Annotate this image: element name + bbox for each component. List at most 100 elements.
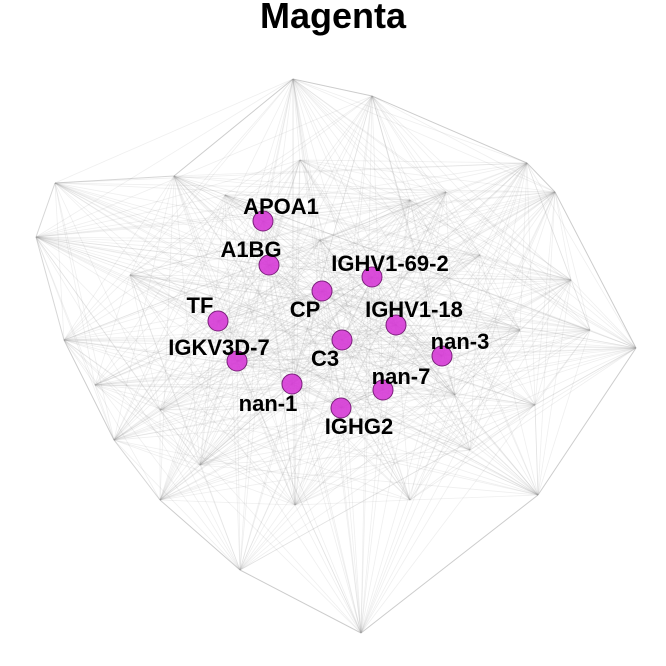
network-edge	[340, 162, 528, 409]
network-edge	[340, 191, 556, 409]
network-edge	[479, 254, 637, 349]
network-edge	[360, 162, 528, 634]
network-edge	[371, 276, 521, 331]
network-edge	[321, 199, 411, 292]
network-edge	[239, 329, 521, 571]
network-edge	[54, 182, 115, 441]
network-edge	[35, 182, 56, 238]
network-edge	[292, 78, 296, 506]
network-edge	[94, 320, 219, 386]
network-edge	[321, 290, 411, 501]
network-edge	[199, 254, 481, 466]
network-edge	[94, 191, 447, 386]
network-edge	[199, 464, 539, 496]
network-edge	[217, 264, 270, 322]
network-edge	[341, 339, 384, 391]
network-edge	[299, 159, 528, 164]
network-edge	[360, 329, 521, 634]
network-edge	[299, 159, 481, 256]
network-edge	[159, 264, 270, 501]
network-edge	[63, 339, 296, 506]
node-nan-7	[372, 379, 394, 401]
network-edge	[113, 78, 294, 441]
network-edge	[94, 347, 637, 386]
network-edge	[236, 239, 321, 362]
network-edge	[159, 329, 521, 411]
network-edge	[294, 162, 528, 506]
network-edge	[340, 199, 411, 409]
network-edge	[236, 360, 471, 451]
network-edge	[519, 162, 528, 331]
network-edge	[292, 78, 471, 451]
network-edge	[409, 329, 521, 501]
network-edge	[340, 394, 456, 409]
network-edge	[63, 324, 397, 341]
network-edge	[371, 95, 456, 396]
network-edge	[340, 191, 447, 409]
network-edge	[268, 191, 447, 266]
network-edge	[371, 276, 443, 357]
network-edge	[526, 162, 539, 496]
network-edge	[291, 78, 294, 385]
network-edge	[129, 274, 443, 357]
network-edge	[113, 162, 528, 441]
network-edge	[63, 339, 471, 451]
network-edge	[291, 347, 637, 385]
network-edge	[63, 78, 294, 341]
network-edge	[63, 264, 270, 341]
network-edge	[321, 290, 456, 396]
network-edge	[217, 320, 362, 634]
network-edge	[299, 159, 556, 193]
network-edge	[199, 347, 637, 466]
network-edge	[113, 264, 270, 441]
node-label-nan-7: nan-7	[372, 364, 431, 389]
network-edge	[224, 194, 591, 331]
network-edge	[199, 199, 411, 466]
network-edge	[319, 239, 397, 326]
network-edge	[54, 175, 175, 184]
network-edge	[409, 404, 536, 501]
network-edge	[224, 194, 572, 281]
network-edge	[224, 194, 536, 406]
network-edge	[341, 162, 528, 341]
network-edge	[54, 182, 456, 396]
network-edge	[534, 191, 556, 406]
network-edge	[294, 159, 301, 506]
network-edge	[292, 78, 411, 201]
network-edge	[217, 78, 294, 322]
network-edge	[129, 274, 342, 409]
node-label-tf: TF	[187, 293, 214, 318]
network-edge	[35, 236, 321, 241]
network-edge	[294, 347, 637, 506]
network-edge	[319, 199, 411, 241]
network-edge	[173, 175, 471, 451]
network-edge	[382, 324, 397, 391]
network-edge	[129, 274, 343, 341]
network-edge	[129, 175, 175, 276]
network-edge	[570, 279, 637, 349]
node-ighg2	[330, 397, 352, 419]
network-edge	[341, 339, 536, 406]
network-edge	[382, 191, 447, 391]
network-edge	[291, 159, 301, 385]
network-edge	[54, 182, 293, 385]
network-edge	[371, 276, 591, 331]
network-edge	[173, 175, 521, 331]
network-edge	[173, 175, 447, 193]
network-edge	[217, 320, 342, 409]
network-edge	[454, 279, 572, 396]
network-edge	[262, 191, 556, 222]
network-edge	[360, 394, 456, 634]
network-edge	[63, 329, 591, 341]
network-edge	[239, 220, 264, 571]
network-edge	[159, 279, 572, 501]
network-edge	[35, 236, 373, 278]
network-edge	[159, 95, 373, 501]
network-edge	[236, 355, 443, 362]
network-edge	[35, 236, 238, 362]
network-edge	[268, 162, 528, 266]
network-edge	[159, 409, 201, 466]
network-edge	[454, 162, 528, 396]
network-edge	[129, 274, 161, 411]
node-label-igkv3d-7: IGKV3D-7	[168, 335, 269, 360]
